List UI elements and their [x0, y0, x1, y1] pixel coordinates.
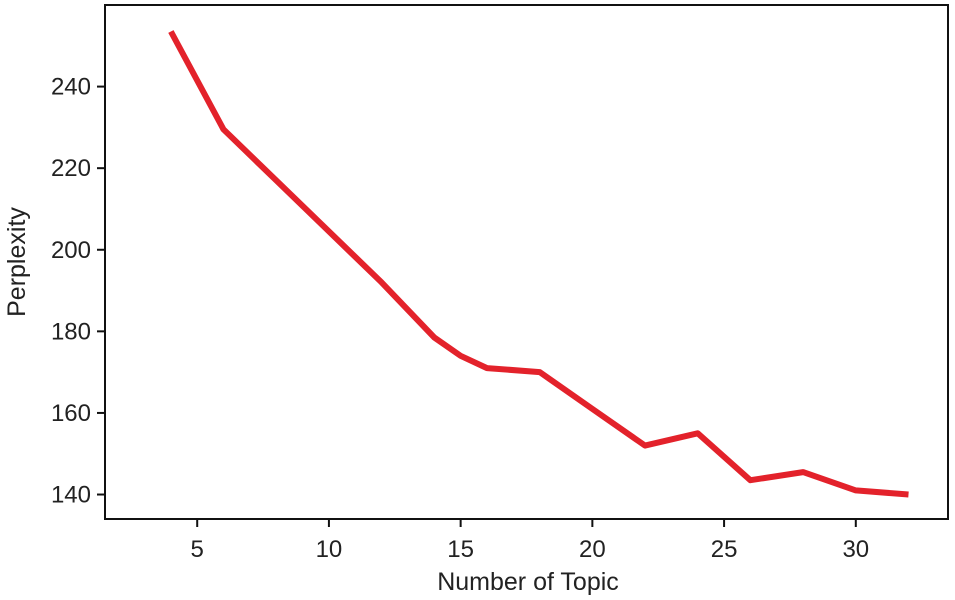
y-tick-label: 200: [51, 237, 91, 264]
plot-frame: [104, 4, 949, 520]
x-tick-label: 10: [316, 536, 343, 563]
perplexity-series-line: [168, 30, 909, 498]
y-tick-label: 140: [51, 482, 91, 509]
x-axis-label: Number of Topic: [437, 568, 619, 596]
x-tick-label: 5: [191, 536, 204, 563]
y-tick-label: 160: [51, 400, 91, 427]
y-tick-label: 240: [51, 74, 91, 101]
y-tick-label: 220: [51, 155, 91, 182]
x-tick-label: 30: [842, 536, 869, 563]
x-tick-label: 20: [579, 536, 606, 563]
y-axis-ticks: 140 160 180 200 220 240: [51, 74, 105, 509]
y-tick-label: 180: [51, 318, 91, 345]
x-axis-ticks: 5 10 15 20 25 30: [191, 519, 869, 563]
x-tick-label: 15: [447, 536, 474, 563]
y-axis-label: Perplexity: [3, 207, 31, 317]
x-tick-label: 25: [711, 536, 738, 563]
